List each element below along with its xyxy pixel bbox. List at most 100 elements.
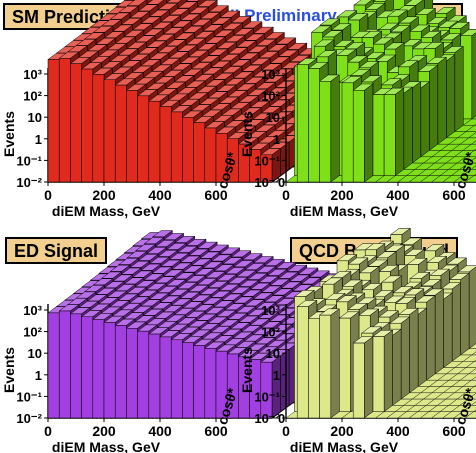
mass-tick-label: 200	[330, 187, 354, 203]
mass-axis-label: diEM Mass, GeV	[52, 203, 161, 219]
mass-tick-label: 600	[442, 187, 466, 203]
mass-axis-label: diEM Mass, GeV	[290, 203, 399, 219]
mass-tick-label: 200	[92, 423, 116, 439]
z-tick-label: 10²	[261, 89, 280, 104]
lego-bar-side	[364, 83, 374, 183]
mass-tick-label: 0	[282, 423, 290, 439]
lego-bar	[126, 328, 138, 419]
z-tick-label: 10⁻¹	[16, 389, 42, 404]
lego-bar	[341, 82, 354, 183]
z-tick-label: 10⁻¹	[254, 389, 280, 404]
z-axis-label: Events	[1, 111, 17, 157]
lego-bar	[260, 361, 273, 419]
lego-floor-cell	[470, 165, 476, 170]
lego-bar	[126, 90, 138, 183]
lego-bar-side	[330, 308, 340, 419]
lego-bar	[170, 111, 183, 183]
lego-bar	[137, 95, 150, 183]
z-tick-label: 10²	[23, 325, 42, 340]
lego-bar-side	[364, 336, 374, 419]
mass-tick-label: 200	[330, 423, 354, 439]
lego-bar-side	[403, 86, 413, 170]
lego-bar-side	[471, 32, 476, 120]
lego-bar	[148, 100, 161, 183]
z-axis-label: Events	[1, 347, 17, 393]
z-tick-label: 10	[266, 346, 280, 361]
lego-floor-cell	[468, 343, 476, 349]
mass-tick-label: 400	[386, 423, 410, 439]
z-tick-label: 10⁻¹	[16, 153, 42, 168]
lego-bar	[260, 154, 273, 183]
mass-tick-label: 400	[386, 187, 410, 203]
lego-bar-side	[392, 328, 402, 406]
z-tick-label: 10⁻²	[254, 411, 280, 426]
lego-bar	[92, 319, 105, 419]
lego-bar	[204, 127, 217, 183]
lego-floor-cell	[470, 401, 476, 406]
mass-tick-label: 0	[282, 187, 290, 203]
lego-bar-side	[420, 81, 430, 158]
lego-bar	[193, 122, 206, 183]
lego-bar-side	[451, 282, 461, 362]
mass-tick-label: 600	[204, 423, 228, 439]
lego-bar	[70, 313, 82, 419]
lego-bar-side	[409, 307, 419, 394]
lego-bar	[58, 310, 71, 419]
z-tick-label: 10⁻²	[16, 411, 42, 426]
lego-bar-side	[468, 266, 476, 350]
z-tick-label: 1	[273, 132, 280, 147]
mass-tick-label: 200	[92, 187, 116, 203]
lego-bar	[47, 312, 60, 419]
mass-tick-label: 0	[44, 187, 52, 203]
lego-bar	[70, 63, 82, 183]
mass-tick-label: 0	[44, 423, 52, 439]
lego-floor-cell	[473, 173, 476, 176]
lego-bar-side	[330, 74, 340, 183]
lego-bar	[148, 333, 161, 419]
lego-bar	[114, 325, 127, 419]
lego-bar-side	[446, 54, 456, 139]
lego-bar	[308, 68, 320, 183]
z-tick-label: 10³	[23, 67, 42, 82]
z-tick-label: 10²	[261, 325, 280, 340]
lego-bar	[182, 342, 194, 419]
lego-bar	[159, 106, 172, 183]
lego-bar-side	[383, 329, 393, 413]
lego-bar	[170, 339, 183, 419]
lego-bar	[159, 336, 172, 419]
lego-bar	[352, 90, 365, 183]
lego-bar	[193, 345, 206, 419]
z-tick-label: 1	[35, 132, 42, 147]
lego-floor-cell	[464, 175, 476, 183]
lego-floor-cell	[468, 368, 476, 375]
lego-bar-side	[434, 288, 444, 375]
lego-bar-side	[280, 349, 290, 413]
lego-bar	[308, 318, 320, 419]
title-ed-signal: ED Signal	[5, 237, 108, 264]
lego-bar	[103, 322, 116, 419]
z-axis-label: Events	[239, 347, 255, 393]
z-tick-label: 10⁻²	[254, 175, 280, 190]
z-tick-label: 10⁻¹	[254, 153, 280, 168]
mass-tick-label: 400	[148, 423, 172, 439]
lego-bar	[92, 74, 105, 183]
lego-bar	[352, 342, 365, 419]
lego-bar	[319, 81, 332, 183]
lego-bar	[58, 58, 71, 183]
lego-bar-side	[412, 81, 422, 164]
mass-axis-label: diEM Mass, GeV	[290, 439, 399, 453]
lego-floor-cell	[470, 376, 476, 381]
lego-bar	[137, 330, 150, 419]
lego-floor-cell	[471, 115, 476, 120]
lego-bar	[47, 59, 60, 183]
lego-bar-side	[271, 355, 281, 419]
lego-bar-side	[429, 64, 439, 151]
lego-bar	[383, 94, 396, 176]
lego-bar-side	[460, 272, 470, 356]
lego-bar-side	[443, 292, 453, 369]
lego-panel-1: 10⁻² 10⁻¹ 1 10 10² 10³ Events 0 200 400 600 diEM Ma…	[239, 0, 476, 219]
mass-tick-label: 600	[442, 423, 466, 439]
lego-bar	[182, 117, 194, 183]
